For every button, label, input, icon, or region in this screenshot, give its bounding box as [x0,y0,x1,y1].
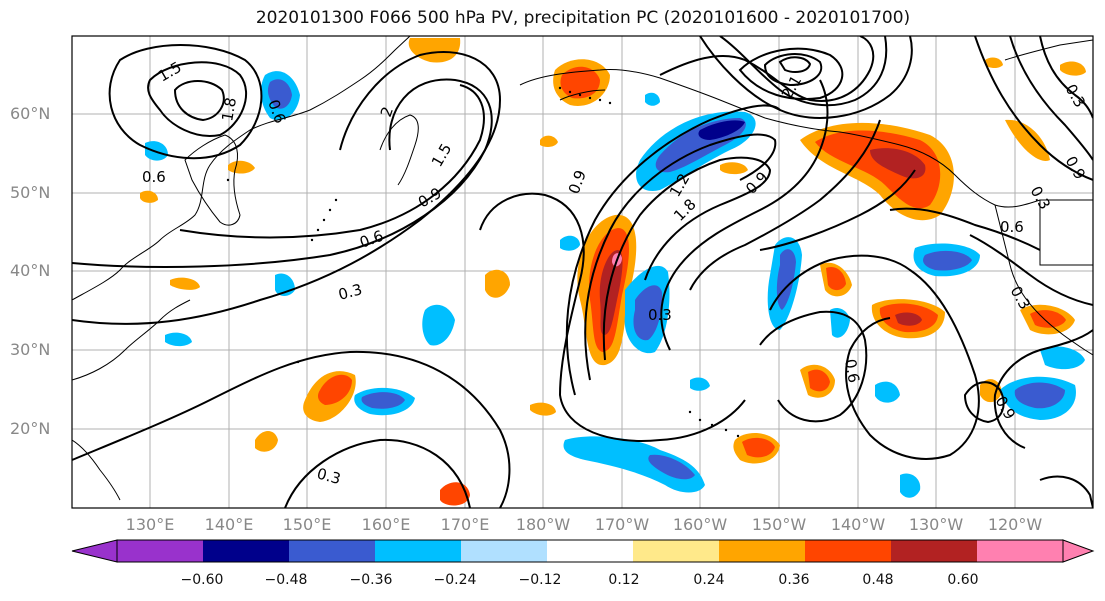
colorbar-segment [805,540,892,562]
pv-contours [72,36,1093,508]
colorbar-segment [461,540,548,562]
colorbar-segment [289,540,376,562]
lon-label: 140°E [204,515,254,534]
colorbar-segment [891,540,978,562]
colorbar-segment [547,540,634,562]
lon-label: 130°E [125,515,175,534]
colorbar-segment [633,540,720,562]
map-frame [71,35,1094,509]
lon-label: 170°W [594,515,650,534]
colorbar-segment [375,540,462,562]
colorbar-tick: −0.48 [264,572,308,588]
lat-label: 50°N [10,183,51,202]
lon-label: 150°E [282,515,332,534]
colorbar-tick: 0.48 [862,572,894,588]
colorbar-tick: 0.60 [947,572,979,588]
lon-label: 180°W [515,515,571,534]
colorbar-extend-min [71,539,118,563]
colorbar-tick: −0.60 [180,572,224,588]
colorbar-tick: −0.12 [518,572,562,588]
colorbar-tick: −0.24 [433,572,477,588]
colorbar-tick: 0.12 [608,572,640,588]
contour-label: 0.6 [1000,218,1024,236]
colorbar [71,539,1095,563]
contour-label: 1.8 [218,96,240,123]
colorbar-tick: 0.36 [778,572,810,588]
lon-label: 150°W [751,515,807,534]
lon-label: 160°W [672,515,728,534]
colorbar-segment [977,540,1064,562]
contour-label: 0.6 [841,358,863,385]
colorbar-segment [203,540,290,562]
lon-label: 140°W [830,515,886,534]
lon-label: 120°W [987,515,1043,534]
contour-label: 0.3 [648,306,672,324]
island-dots [226,86,740,438]
colorbar-segment [117,540,204,562]
lon-label: 130°W [908,515,964,534]
precip-positive-shading [140,38,1086,506]
colorbar-tick: −0.36 [349,572,393,588]
lat-label: 40°N [10,261,51,280]
colorbar-tick: 0.24 [693,572,725,588]
lat-label: 60°N [10,104,51,123]
colorbar-segment [719,540,806,562]
coastlines [72,36,1093,501]
graticule [72,36,1093,508]
contour-label: 0.3 [315,464,343,488]
map-title: 2020101300 F066 500 hPa PV, precipitatio… [255,8,911,28]
lon-label: 170°E [440,515,490,534]
contour-label: 0.3 [336,280,364,304]
colorbar-extend-max [1062,539,1095,563]
lon-label: 160°E [361,515,411,534]
precip-negative-shading [145,71,1085,498]
contour-label: 0.6 [142,168,166,186]
lat-label: 30°N [10,340,51,359]
lat-label: 20°N [10,419,51,438]
